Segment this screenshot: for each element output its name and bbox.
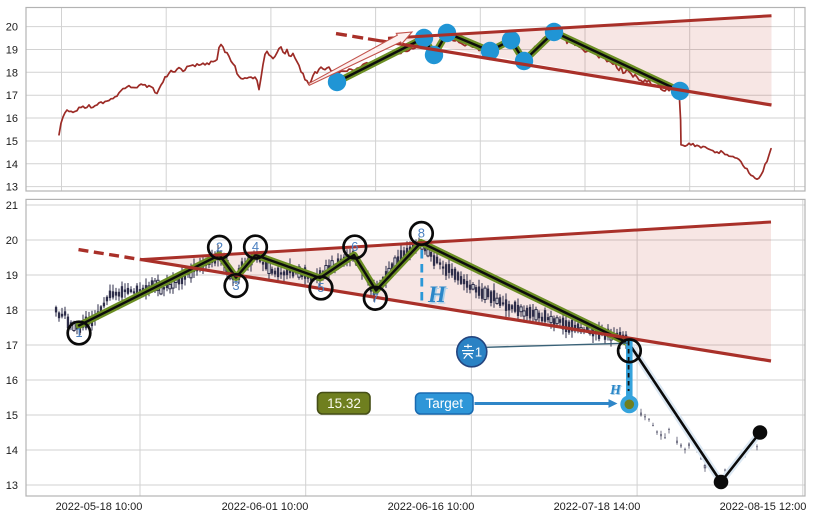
svg-text:13: 13 xyxy=(6,182,18,194)
svg-text:H: H xyxy=(609,383,622,398)
svg-text:H: H xyxy=(427,282,447,307)
svg-text:2022-06-01 10:00: 2022-06-01 10:00 xyxy=(222,501,309,513)
svg-text:16: 16 xyxy=(6,113,18,125)
svg-text:15: 15 xyxy=(6,136,18,148)
svg-text:19: 19 xyxy=(6,270,18,282)
svg-text:17: 17 xyxy=(6,340,18,352)
svg-text:2022-05-18 10:00: 2022-05-18 10:00 xyxy=(56,501,143,513)
svg-text:20: 20 xyxy=(6,235,18,247)
svg-text:18: 18 xyxy=(6,305,18,317)
svg-text:3: 3 xyxy=(232,278,239,293)
svg-text:H: H xyxy=(610,384,623,399)
svg-text:15: 15 xyxy=(6,410,18,422)
svg-text:14: 14 xyxy=(6,159,18,171)
svg-text:19: 19 xyxy=(6,45,18,57)
svg-text:H: H xyxy=(429,284,449,309)
svg-text:2: 2 xyxy=(216,240,223,255)
svg-text:17: 17 xyxy=(6,90,18,102)
svg-text:Target: Target xyxy=(426,396,464,411)
svg-text:7: 7 xyxy=(372,291,379,306)
svg-text:15.32: 15.32 xyxy=(327,396,361,411)
svg-text:6: 6 xyxy=(351,239,358,254)
svg-text:21: 21 xyxy=(6,200,18,212)
svg-text:2022-07-18 14:00: 2022-07-18 14:00 xyxy=(554,501,641,513)
svg-text:8: 8 xyxy=(418,226,425,241)
svg-text:5: 5 xyxy=(317,280,324,295)
svg-text:14: 14 xyxy=(6,445,18,457)
svg-text:4: 4 xyxy=(252,239,259,254)
svg-text:2022-06-16 10:00: 2022-06-16 10:00 xyxy=(388,501,475,513)
svg-text:18: 18 xyxy=(6,67,18,79)
svg-text:20: 20 xyxy=(6,22,18,34)
svg-text:1: 1 xyxy=(475,345,482,360)
svg-text:2022-08-15 12:00: 2022-08-15 12:00 xyxy=(720,501,807,513)
svg-text:13: 13 xyxy=(6,480,18,492)
svg-text:1: 1 xyxy=(75,325,82,340)
svg-text:16: 16 xyxy=(6,375,18,387)
